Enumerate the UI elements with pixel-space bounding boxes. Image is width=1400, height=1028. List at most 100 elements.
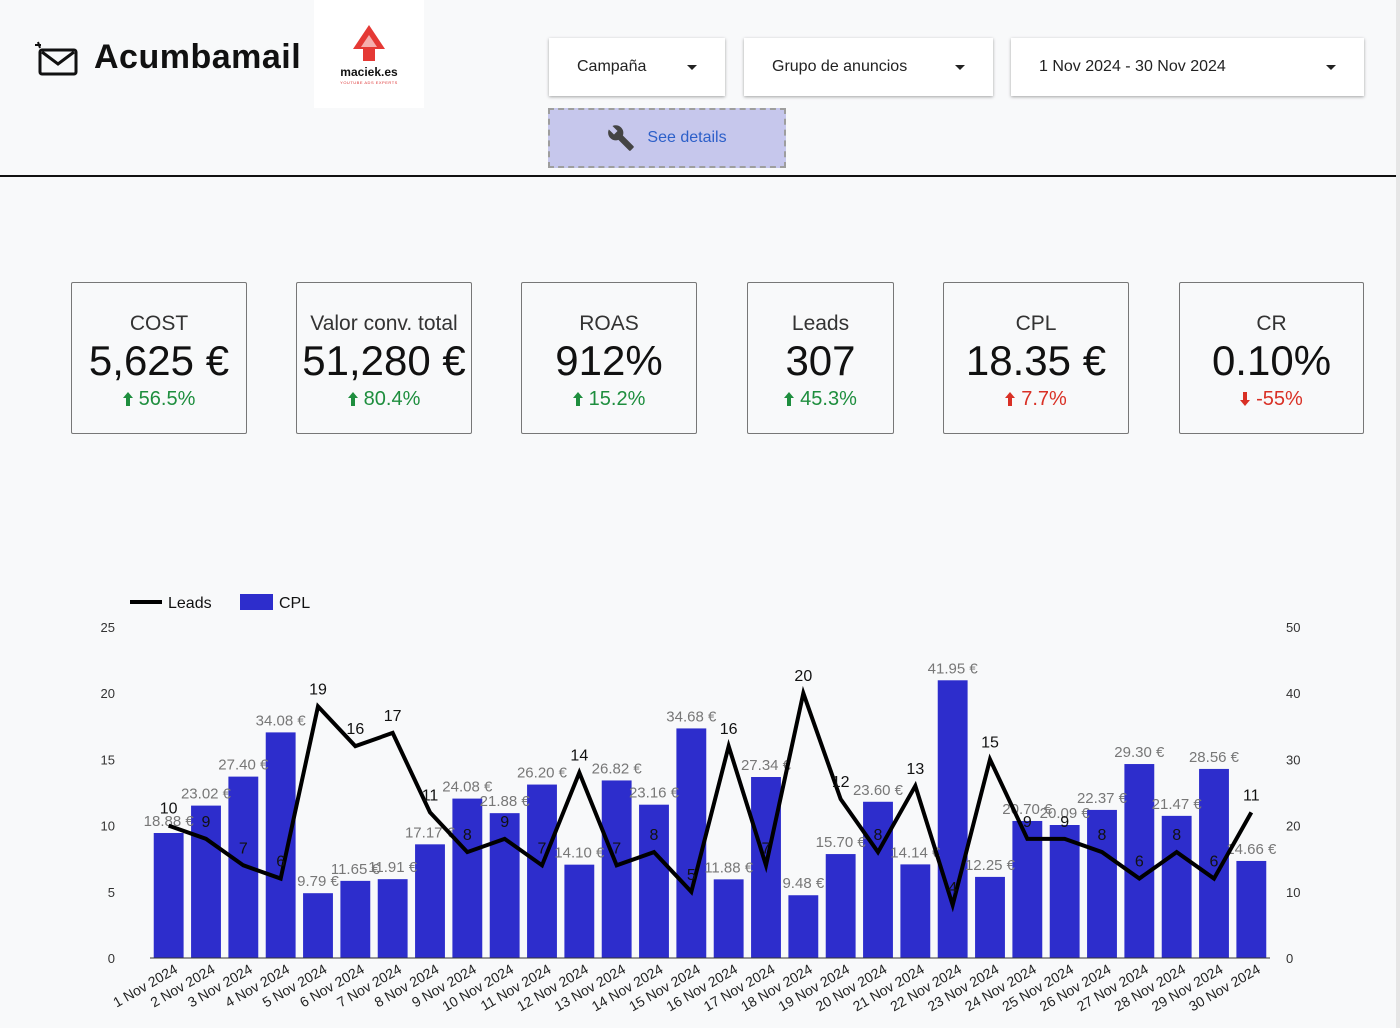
y-left-tick-label: 10 [101, 819, 115, 834]
kpi-card-cpl: CPL 18.35 € 7.7% [943, 282, 1129, 434]
leads-data-label: 11 [422, 787, 439, 804]
partner-tagline: YOUTUBE ADS EXPERTS [340, 80, 398, 85]
kpi-delta: 80.4% [297, 388, 471, 410]
date-range-label: 1 Nov 2024 - 30 Nov 2024 [1039, 58, 1226, 75]
leads-data-label: 10 [160, 801, 178, 818]
cpl-data-label: 20.09 € [1040, 805, 1091, 822]
legend-label-cpl: CPL [279, 595, 310, 612]
brand-name: Acumbamail [94, 38, 302, 76]
cpl-data-label: 11.65 € [331, 861, 381, 878]
cpl-bar [1161, 815, 1192, 958]
cpl-data-label: 23.16 € [629, 785, 680, 802]
leads-data-label: 11 [1243, 787, 1260, 804]
cpl-data-label: 11.91 € [368, 859, 418, 876]
y-left-tick-label: 5 [108, 885, 115, 900]
cpl-bar [713, 879, 744, 958]
cpl-bar [452, 798, 483, 958]
cpl-bar [303, 893, 333, 958]
cpl-bar [788, 895, 819, 958]
leads-data-label: 6 [1210, 854, 1219, 871]
cpl-data-label: 22.37 € [1077, 790, 1128, 807]
header-divider [0, 175, 1396, 177]
leads-data-label: 8 [874, 827, 883, 844]
chevron-down-icon [687, 64, 697, 70]
arrow-up-icon [572, 392, 583, 406]
cpl-data-label: 14.14 € [890, 844, 941, 861]
cpl-data-label: 27.40 € [218, 757, 269, 774]
kpi-delta-value: 7.7% [1021, 388, 1067, 410]
cpl-bar [191, 805, 221, 958]
leads-data-label: 16 [346, 721, 364, 738]
cpl-data-label: 28.56 € [1189, 749, 1240, 766]
cpl-data-label: 29.30 € [1114, 744, 1165, 761]
leads-data-label: 7 [538, 840, 547, 857]
leads-data-label: 19 [309, 681, 327, 698]
leads-data-label: 7 [239, 840, 248, 857]
y-left-tick-label: 20 [101, 686, 115, 701]
leads-data-label: 13 [906, 761, 924, 778]
cpl-data-label: 26.82 € [592, 760, 643, 777]
kpi-label: ROAS [579, 312, 639, 335]
cpl-data-label: 12.25 € [965, 857, 1016, 874]
cpl-bar [676, 728, 707, 958]
leads-data-label: 16 [720, 721, 738, 738]
kpi-value: 912% [555, 337, 663, 384]
cpl-data-label: 34.08 € [256, 712, 307, 729]
y-left-tick-label: 15 [101, 752, 115, 767]
y-right-tick-label: 40 [1286, 686, 1300, 701]
cpl-bar [564, 864, 595, 958]
kpi-card-cr: CR 0.10% -55% [1179, 282, 1364, 434]
cpl-data-label: 23.60 € [853, 782, 904, 799]
scrollbar[interactable] [1396, 0, 1400, 1028]
cpl-bar [900, 864, 931, 958]
kpi-value: 307 [785, 337, 856, 384]
ad-group-dropdown-label: Grupo de anuncios [772, 58, 908, 75]
leads-data-label: 9 [202, 814, 211, 831]
kpi-delta: 45.3% [748, 388, 893, 410]
cpl-data-label: 34.68 € [666, 708, 717, 725]
kpi-card-leads: Leads 307 45.3% [747, 282, 894, 434]
leads-data-label: 8 [463, 827, 472, 844]
campaign-dropdown[interactable]: Campaña [549, 38, 725, 96]
chevron-down-icon [1326, 64, 1336, 70]
kpi-delta: 15.2% [522, 388, 696, 410]
cpl-bar [1124, 764, 1155, 958]
mail-icon [35, 41, 78, 75]
cpl-data-label: 11.88 € [704, 859, 754, 876]
leads-data-label: 4 [948, 880, 957, 897]
cpl-data-label: 41.95 € [928, 660, 979, 677]
cpl-bar [527, 784, 557, 958]
kpi-delta-value: 80.4% [363, 388, 421, 410]
arrow-up-icon [1005, 392, 1016, 406]
see-details-button[interactable]: See details [548, 108, 786, 168]
cpl-bar [340, 880, 371, 958]
leads-data-label: 7 [762, 840, 771, 857]
brand-logo: Acumbamail [34, 38, 301, 77]
kpi-delta-value: -55% [1256, 388, 1303, 410]
leads-data-label: 20 [794, 668, 812, 685]
leads-data-label: 17 [384, 708, 402, 725]
date-range-picker[interactable]: 1 Nov 2024 - 30 Nov 2024 [1011, 38, 1364, 96]
cpl-data-label: 9.79 € [297, 873, 339, 890]
leads-data-label: 15 [981, 734, 999, 751]
leads-cpl-chart: Leads CPL 0 5 10 15 20 25 0 10 20 30 40 50 18.88 € 23.0… [101, 594, 1300, 1014]
kpi-card-conv-value: Valor conv. total 51,280 € 80.4% [296, 282, 472, 434]
cpl-bar [937, 680, 968, 958]
cpl-data-label: 14.10 € [554, 845, 605, 862]
arrow-up-icon [347, 392, 358, 406]
y-right-tick-label: 0 [1286, 951, 1293, 966]
kpi-delta-value: 56.5% [138, 388, 196, 410]
leads-line [167, 685, 1254, 913]
cpl-data-label: 23.02 € [181, 786, 232, 803]
kpi-label: CPL [1015, 312, 1057, 335]
cpl-data-label: 15.70 € [816, 834, 867, 851]
leads-data-label: 12 [832, 774, 850, 791]
kpi-value: 5,625 € [88, 337, 230, 384]
leads-data-label: 8 [1098, 827, 1107, 844]
ad-group-dropdown[interactable]: Grupo de anuncios [744, 38, 993, 96]
cpl-data-label: 27.34 € [741, 757, 792, 774]
leads-data-label: 9 [500, 814, 509, 831]
cpl-bar [415, 844, 445, 958]
partner-logo-icon [353, 25, 385, 61]
partner-name: maciek.es [340, 65, 398, 79]
